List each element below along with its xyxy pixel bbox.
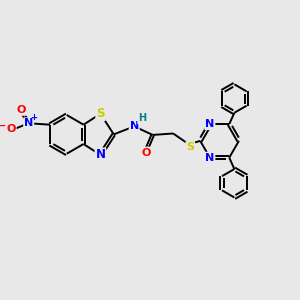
Text: S: S [186,142,194,152]
Text: N: N [205,119,214,129]
Text: −: − [0,121,7,131]
Text: N: N [205,153,214,163]
Text: O: O [142,148,151,158]
Text: O: O [6,124,16,134]
Text: O: O [17,105,26,115]
Text: N: N [130,122,139,131]
Text: S: S [96,107,105,120]
Text: N: N [95,148,106,161]
Text: N: N [24,118,33,128]
Text: H: H [138,113,146,123]
Text: +: + [30,112,37,122]
